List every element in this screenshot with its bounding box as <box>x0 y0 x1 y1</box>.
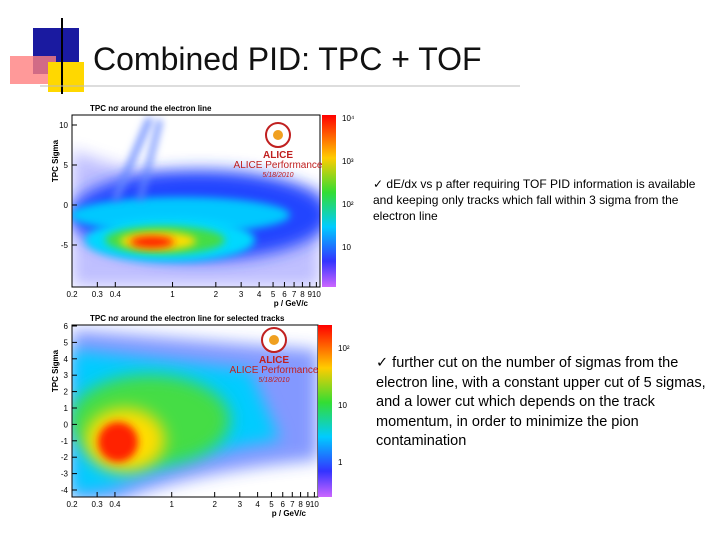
y-tick-label: 0 <box>64 201 69 210</box>
x-tick-label: 7 <box>290 500 295 509</box>
colorbar-label: 10 <box>342 243 351 252</box>
colorbar <box>318 325 332 497</box>
colorbar <box>322 115 336 287</box>
y-tick-label: 4 <box>64 355 69 364</box>
logo-date: 5/18/2010 <box>262 172 293 179</box>
y-tick-label: 1 <box>64 404 69 413</box>
colorbar-label: 10³ <box>342 157 354 166</box>
plot-frame <box>71 114 321 288</box>
colorbar-label: 1 <box>338 458 343 467</box>
x-tick-label: 0.4 <box>109 500 121 509</box>
x-tick-label: 9 <box>308 290 313 299</box>
y-tick-label: 0 <box>64 420 69 429</box>
bullet-text: ✓ dE/dx vs p after requiring TOF PID inf… <box>373 177 696 224</box>
colorbar-label: 10⁴ <box>342 114 355 123</box>
logo-caption: ALICE Performance <box>234 160 323 171</box>
x-axis-label: p / GeV/c <box>272 509 307 518</box>
logo-core <box>269 335 279 345</box>
heatmap-region <box>130 236 174 248</box>
y-tick-label: 2 <box>64 388 69 397</box>
colorbar-label: 10² <box>342 200 354 209</box>
x-tick-label: 3 <box>238 500 243 509</box>
logo-date: 5/18/2010 <box>258 377 289 384</box>
x-tick-label: 6 <box>282 290 287 299</box>
x-tick-label: 9 <box>306 500 311 509</box>
x-tick-label: 0.3 <box>92 500 104 509</box>
y-tick-label: -5 <box>61 241 69 250</box>
x-tick-label: 1 <box>169 500 174 509</box>
heatmap <box>72 115 320 287</box>
bullet-text: ✓ further cut on the number of sigmas fr… <box>376 355 706 450</box>
heatmap-streak <box>137 119 163 201</box>
figure-title: TPC nσ around the electron line <box>90 104 212 113</box>
x-tick-label: 7 <box>292 290 297 299</box>
x-axis-label: p / GeV/c <box>274 299 309 308</box>
x-tick-label: 0.3 <box>92 290 104 299</box>
logo-name: ALICE <box>259 355 289 366</box>
x-tick-label: 5 <box>271 290 276 299</box>
x-tick-label: 10 <box>312 290 321 299</box>
y-tick-label: -2 <box>61 453 69 462</box>
x-tick-label: 0.2 <box>66 290 78 299</box>
x-tick-label: 8 <box>298 500 303 509</box>
x-tick-label: 4 <box>255 500 260 509</box>
heatmap <box>72 325 318 497</box>
y-tick-label: 3 <box>64 371 69 380</box>
y-tick-label: 6 <box>64 322 69 331</box>
logo-name: ALICE <box>263 150 293 161</box>
slide-title: Combined PID: TPC + TOF <box>93 41 482 77</box>
x-tick-label: 4 <box>257 290 262 299</box>
logo-core <box>273 130 283 140</box>
y-tick-label: 10 <box>59 121 68 130</box>
x-tick-label: 3 <box>239 290 244 299</box>
y-axis-label: TPC Sigma <box>51 139 60 182</box>
heatmap-streak <box>112 116 153 202</box>
y-tick-label: -4 <box>61 486 69 495</box>
x-tick-label: 2 <box>214 290 219 299</box>
x-tick-label: 5 <box>269 500 274 509</box>
y-tick-label: 5 <box>64 161 69 170</box>
x-tick-label: 2 <box>212 500 217 509</box>
y-tick-label: -3 <box>61 470 69 479</box>
logo-caption: ALICE Performance <box>230 365 319 376</box>
y-axis-label: TPC Sigma <box>51 349 60 392</box>
x-tick-label: 6 <box>281 500 286 509</box>
deco-square <box>48 62 84 92</box>
y-tick-label: -1 <box>61 437 69 446</box>
x-tick-label: 0.2 <box>66 500 78 509</box>
x-tick-label: 0.4 <box>110 290 122 299</box>
heatmap-region <box>98 422 138 462</box>
colorbar-label: 10² <box>338 344 350 353</box>
x-tick-label: 1 <box>170 290 175 299</box>
colorbar-label: 10 <box>338 401 347 410</box>
x-tick-label: 10 <box>310 500 319 509</box>
figure-title: TPC nσ around the electron line for sele… <box>90 314 285 323</box>
y-tick-label: 5 <box>64 338 69 347</box>
x-tick-label: 8 <box>300 290 305 299</box>
